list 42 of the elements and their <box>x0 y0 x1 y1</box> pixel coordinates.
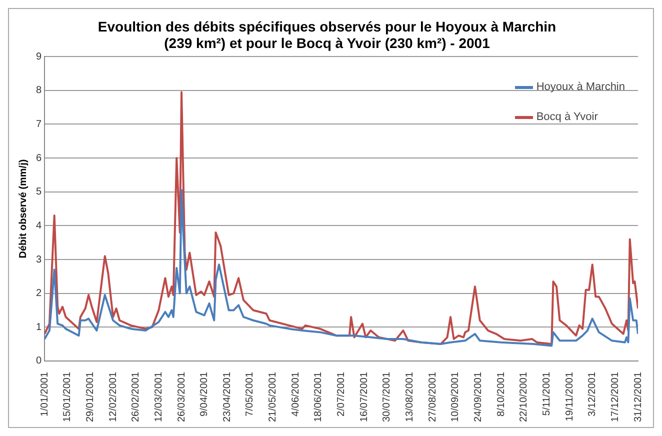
x-tick-label: 2/07/2001 <box>336 372 348 416</box>
legend-label: Hoyoux à Marchin <box>536 81 625 93</box>
x-tick-label: 19/11/2001 <box>564 372 576 422</box>
legend-label: Bocq à Yvoir <box>536 111 598 123</box>
x-tick-label: 18/06/2001 <box>313 372 324 422</box>
x-tick-label: 27/08/2001 <box>427 372 438 422</box>
x-tick-label: 17/12/2001 <box>610 372 621 422</box>
y-tick-label: 0 <box>36 356 42 367</box>
x-tick-label: 31/12/2001 <box>632 372 644 422</box>
x-tick-label: 3/12/2001 <box>587 372 598 416</box>
y-axis-title: Débit observé (mm/j) <box>18 159 29 258</box>
y-tick-label: 3 <box>36 254 42 266</box>
x-tick-label: 12/03/2001 <box>153 372 164 422</box>
y-tick-label: 4 <box>36 220 42 232</box>
x-tick-label: 29/01/2001 <box>84 372 96 422</box>
x-tick-label: 5/11/2001 <box>541 372 552 416</box>
x-tick-label: 10/09/2001 <box>450 372 462 422</box>
text: (239 km²) et pour le Bocq à Yvoir (230 km²) - 2001 <box>164 35 490 52</box>
x-tick-label: 23/04/2001 <box>222 372 233 422</box>
x-tick-label: 26/02/2001 <box>130 372 142 422</box>
x-tick-label: 8/10/2001 <box>496 372 507 416</box>
y-tick-label: 6 <box>36 152 42 164</box>
x-tick-label: 13/08/2001 <box>404 372 416 422</box>
x-tick-label: 7/05/2001 <box>244 372 256 416</box>
y-tick-label: 5 <box>36 186 42 198</box>
y-tick-label: 7 <box>36 118 42 130</box>
x-tick-label: 22/10/2001 <box>518 372 530 422</box>
text: Evoultion des débits spécifiques observés pour le Hoyoux à Marchin <box>98 18 556 34</box>
x-tick-label: 15/01/2001 <box>62 372 74 422</box>
y-tick-label: 9 <box>36 51 42 62</box>
y-tick-label: 2 <box>36 288 42 300</box>
x-tick-label: 12/02/2001 <box>108 372 119 422</box>
y-tick-label: 1 <box>36 322 42 333</box>
x-tick-label: 4/06/2001 <box>290 372 302 416</box>
x-tick-label: 26/03/2001 <box>176 372 188 422</box>
x-tick-label: 16/07/2001 <box>358 372 370 422</box>
x-tick-label: 24/09/2001 <box>472 372 484 422</box>
x-tick-label: 1/01/2001 <box>39 372 50 416</box>
x-tick-label: 30/07/2001 <box>382 372 393 422</box>
x-tick-label: 21/05/2001 <box>268 372 279 422</box>
y-tick-label: 8 <box>36 85 42 96</box>
x-tick-label: 9/04/2001 <box>199 372 210 416</box>
